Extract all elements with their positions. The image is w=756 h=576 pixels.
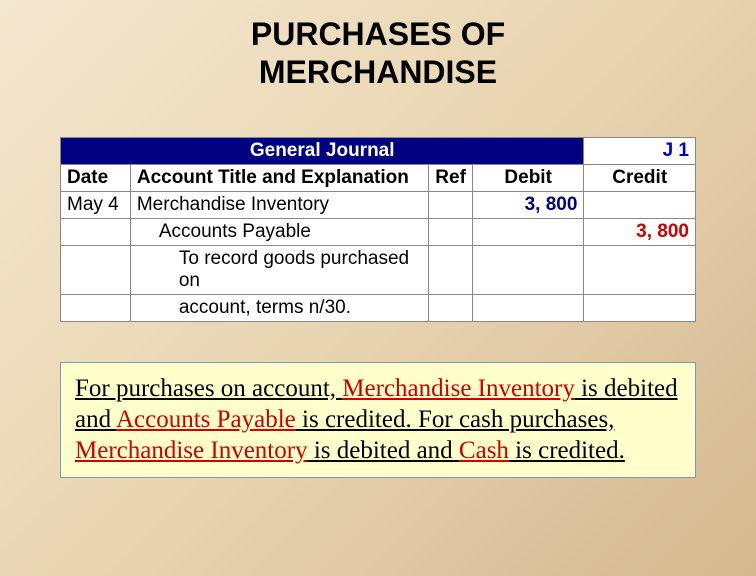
cell-account: Accounts Payable: [130, 218, 428, 245]
cell-credit: 3, 800: [584, 218, 696, 245]
note-text: is credited. For cash purchases,: [296, 406, 615, 433]
general-journal-table: General Journal J 1 Date Account Title a…: [60, 137, 696, 322]
note-highlight: Merchandise Inventory: [342, 375, 575, 402]
cell-ref: [429, 245, 473, 294]
cell-credit: [584, 294, 696, 321]
cell-debit: [472, 294, 583, 321]
cell-account: To record goods purchased on: [130, 245, 428, 294]
cell-date: [61, 245, 131, 294]
cell-date: May 4: [61, 191, 131, 218]
table-row: account, terms n/30.: [61, 294, 696, 321]
note-highlight: Cash: [459, 437, 509, 464]
note-text: is debited and: [308, 437, 459, 464]
note-highlight: Merchandise Inventory: [75, 437, 308, 464]
col-ref: Ref: [429, 164, 473, 191]
journal-column-headers: Date Account Title and Explanation Ref D…: [61, 164, 696, 191]
title-line2: MERCHANDISE: [259, 54, 497, 90]
journal-header-label: General Journal: [61, 137, 584, 164]
cell-ref: [429, 218, 473, 245]
note-text: is credited.: [509, 437, 625, 464]
explanation-note: For purchases on account, Merchandise In…: [60, 362, 696, 478]
note-highlight: Accounts Payable: [116, 406, 296, 433]
col-account: Account Title and Explanation: [130, 164, 428, 191]
journal-page-ref: J 1: [584, 137, 696, 164]
cell-ref: [429, 191, 473, 218]
col-debit: Debit: [472, 164, 583, 191]
cell-debit: 3, 800: [472, 191, 583, 218]
cell-date: [61, 294, 131, 321]
page-title: PURCHASES OF MERCHANDISE: [0, 0, 756, 92]
cell-debit: [472, 245, 583, 294]
cell-account: account, terms n/30.: [130, 294, 428, 321]
cell-credit: [584, 191, 696, 218]
table-row: To record goods purchased on: [61, 245, 696, 294]
note-text: For purchases on account,: [75, 375, 342, 402]
col-credit: Credit: [584, 164, 696, 191]
title-line1: PURCHASES OF: [251, 16, 505, 52]
cell-account: Merchandise Inventory: [130, 191, 428, 218]
cell-debit: [472, 218, 583, 245]
cell-credit: [584, 245, 696, 294]
journal-header-row: General Journal J 1: [61, 137, 696, 164]
col-date: Date: [61, 164, 131, 191]
table-row: May 4 Merchandise Inventory 3, 800: [61, 191, 696, 218]
cell-ref: [429, 294, 473, 321]
cell-date: [61, 218, 131, 245]
table-row: Accounts Payable 3, 800: [61, 218, 696, 245]
